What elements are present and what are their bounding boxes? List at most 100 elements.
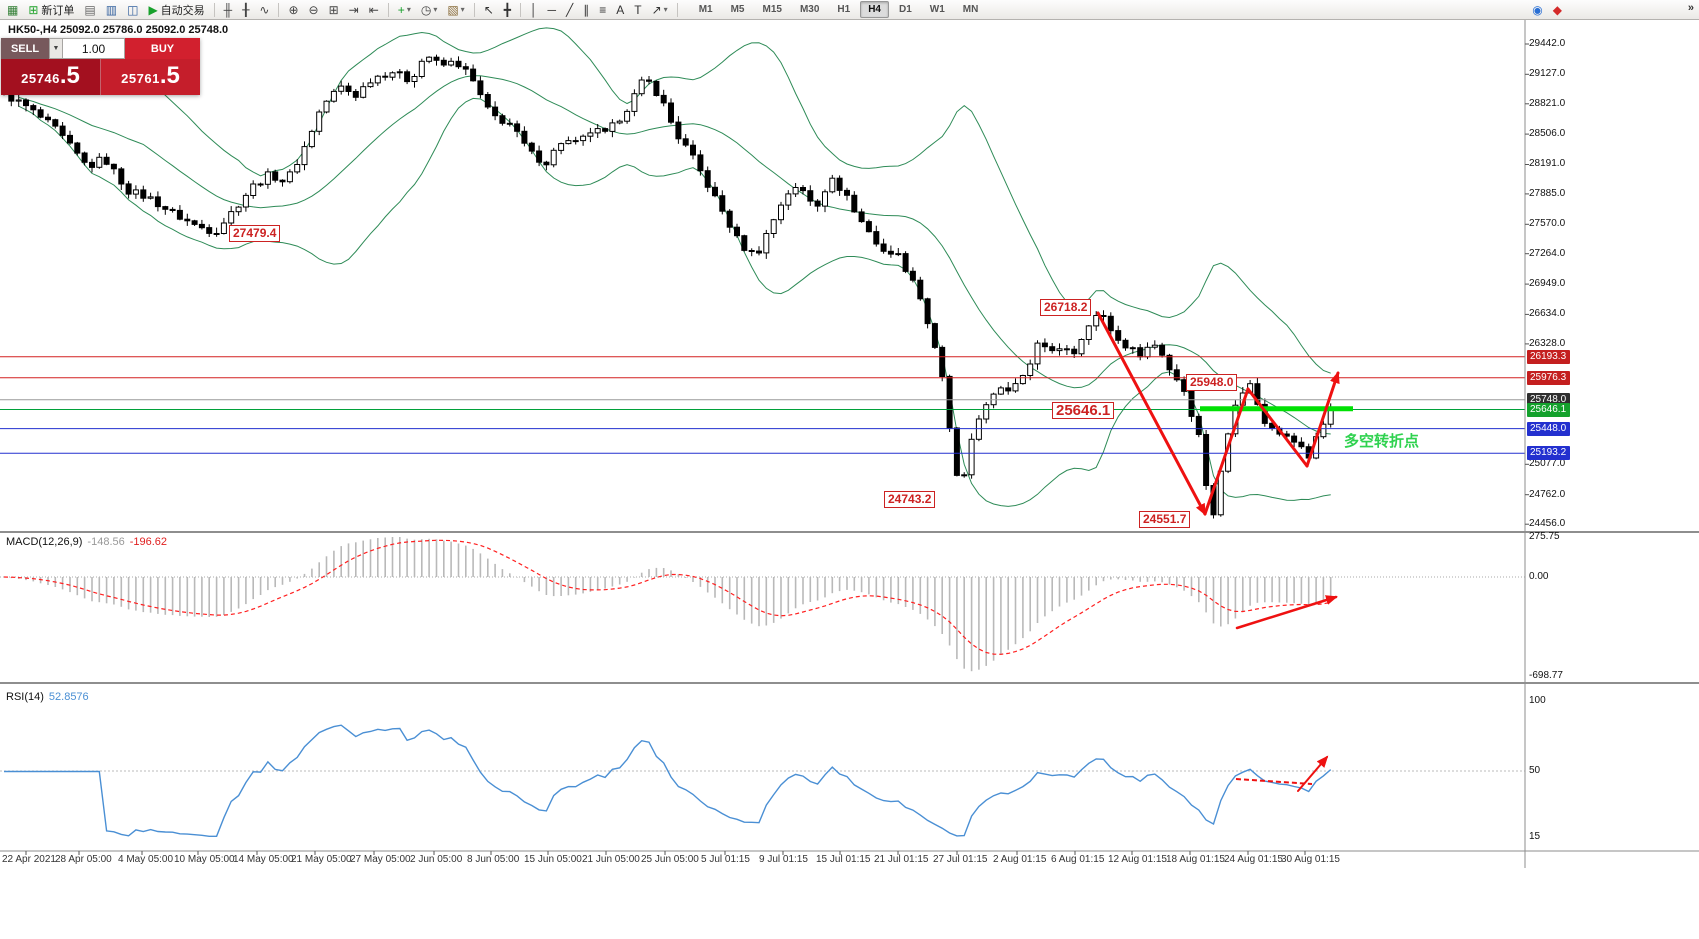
chevron-down-icon: ▾ (460, 5, 465, 14)
text-icon[interactable]: A (612, 1, 628, 18)
sell-price-main: 25746 (21, 71, 60, 86)
timeframe-h4[interactable]: H4 (860, 1, 889, 18)
timeframe-m1[interactable]: M1 (698, 4, 713, 15)
new-order-button[interactable]: ⊞ 新订单 (24, 1, 78, 18)
toolbar-right-group: ◉ ◆ (1527, 1, 1567, 18)
date-axis-label: 4 May 05:00 (118, 854, 174, 865)
tile-windows-icon[interactable]: ⊞ (325, 1, 343, 18)
date-axis-label: 12 Aug 01:15 (1108, 854, 1167, 865)
timeframe-m30[interactable]: M30 (799, 4, 820, 15)
crosshair-icon: ╋ (503, 2, 511, 17)
date-axis-label: 21 Jun 05:00 (582, 854, 640, 865)
timeframe-d1[interactable]: D1 (899, 4, 912, 15)
market-watch-icon[interactable]: ▥ (102, 1, 121, 18)
periods-button[interactable]: ◷ ▾ (417, 1, 442, 18)
rsi-scale-label: 100 (1529, 695, 1546, 706)
price-annotation[interactable]: 24743.2 (884, 491, 936, 508)
periods-button: ◷ (420, 2, 432, 17)
zoom-out-icon[interactable]: ⊖ (305, 1, 323, 18)
zoom-in-icon[interactable]: ⊕ (284, 1, 302, 18)
price-annotation[interactable]: 25948.0 (1186, 374, 1238, 391)
price-axis-label: 28191.0 (1529, 158, 1566, 170)
cursor-icon[interactable]: ↖ (480, 1, 498, 18)
candles-layer (1, 54, 1334, 519)
timeframe-mn[interactable]: MN (962, 4, 979, 15)
bar-chart-icon[interactable]: ╫ (220, 1, 237, 18)
price-axis-label: 29127.0 (1529, 68, 1566, 80)
macd-scale-label: 275.75 (1529, 531, 1560, 542)
macd-scale-label: 0.00 (1529, 571, 1549, 582)
price-tag: 25448.0 (1527, 421, 1571, 436)
horizontal-line-icon: ─ (547, 2, 556, 17)
channel-icon[interactable]: ∥ (579, 1, 593, 18)
date-axis-label: 21 May 05:00 (291, 854, 352, 865)
date-axis-label: 5 Jul 01:15 (701, 854, 750, 865)
timeframe-m5[interactable]: M5 (730, 4, 745, 15)
community-icon[interactable]: ◉ (1528, 1, 1546, 18)
cursor-icon: ↖ (483, 2, 494, 17)
profiles-icon[interactable]: ▤ (80, 1, 99, 18)
crosshair-icon[interactable]: ╋ (500, 1, 515, 18)
auto-scroll-icon: ⇥ (348, 2, 359, 17)
auto-scroll-icon[interactable]: ⇥ (345, 1, 363, 18)
timeframe-w1[interactable]: W1 (929, 4, 945, 15)
rsi-indicator-label: RSI(14) 52.8576 (6, 691, 89, 703)
arrows-icon[interactable]: ↗ ▾ (648, 1, 672, 18)
toolbar-overflow-icon[interactable]: » (1687, 2, 1694, 14)
trendline-icon: ╱ (566, 2, 574, 17)
horizontal-line-icon[interactable]: ─ (543, 1, 560, 18)
new-order-button: ⊞ (28, 2, 39, 17)
date-axis-label: 10 May 05:00 (174, 854, 235, 865)
timeframe-m15[interactable]: M15 (762, 4, 782, 15)
one-click-trade-panel: SELL ▼ BUY 25746.5 25761.5 (1, 38, 200, 95)
price-annotation[interactable]: 26718.2 (1040, 299, 1092, 316)
news-icon[interactable]: ◆ (1549, 1, 1566, 18)
price-annotation[interactable]: 24551.7 (1139, 511, 1191, 528)
toolbar-separator (519, 2, 521, 17)
price-axis-label: 26634.0 (1529, 308, 1566, 320)
macd-name: MACD(12,26,9) (6, 536, 83, 548)
sell-price[interactable]: 25746.5 (1, 59, 101, 95)
price-axis-label: 24456.0 (1529, 518, 1566, 530)
timeframe-h1[interactable]: H1 (837, 4, 851, 15)
label-icon[interactable]: T (630, 1, 645, 18)
vertical-line-icon: │ (529, 2, 538, 17)
volume-input[interactable] (63, 38, 125, 59)
price-annotation[interactable]: 25646.1 (1052, 402, 1115, 419)
chart-window-icon[interactable]: ▦ (3, 1, 22, 18)
chart-shift-icon[interactable]: ⇤ (365, 1, 383, 18)
price-axis-label: 29442.0 (1529, 38, 1566, 49)
indicators-button[interactable]: + ▾ (394, 1, 415, 18)
buy-price[interactable]: 25761.5 (101, 59, 200, 95)
fibonacci-icon[interactable]: ≡ (595, 1, 610, 18)
date-axis-label: 2 Aug 01:15 (993, 854, 1047, 865)
buy-button[interactable]: BUY (125, 38, 200, 59)
macd-scale-label: -698.77 (1529, 670, 1563, 681)
autotrading-button[interactable]: ▶ 自动交易 (144, 1, 208, 18)
rsi-scale-label: 50 (1529, 765, 1541, 776)
candlestick-chart-icon[interactable]: ╂ (238, 1, 253, 18)
date-axis-label: 30 Aug 01:15 (1281, 854, 1340, 865)
price-tag: 26193.3 (1527, 349, 1571, 364)
sell-price-pips: .5 (59, 62, 80, 89)
date-axis-label: 21 Jul 01:15 (874, 854, 929, 865)
trade-panel-prices: 25746.5 25761.5 (1, 59, 200, 95)
trendline-icon[interactable]: ╱ (562, 1, 577, 18)
price-axis-label: 26328.0 (1529, 337, 1566, 349)
price-annotation[interactable]: 27479.4 (229, 225, 281, 242)
data-window-icon[interactable]: ◫ (123, 1, 142, 18)
templates-button[interactable]: ▧ ▾ (443, 1, 468, 18)
vertical-line-icon[interactable]: │ (526, 1, 542, 18)
chart-symbol-info: HK50-,H4 25092.0 25786.0 25092.0 25748.0 (8, 24, 229, 36)
line-chart-icon: ∿ (259, 2, 270, 17)
zoom-out-icon: ⊖ (308, 2, 319, 17)
line-chart-icon[interactable]: ∿ (255, 1, 273, 18)
zoom-in-icon: ⊕ (288, 2, 299, 17)
macd-panel (0, 537, 1525, 672)
chevron-down-icon: ▼ (52, 45, 60, 52)
news-icon: ◆ (1552, 2, 1562, 17)
volume-spinner[interactable]: ▼ (49, 38, 63, 59)
sell-button[interactable]: SELL (1, 38, 49, 59)
